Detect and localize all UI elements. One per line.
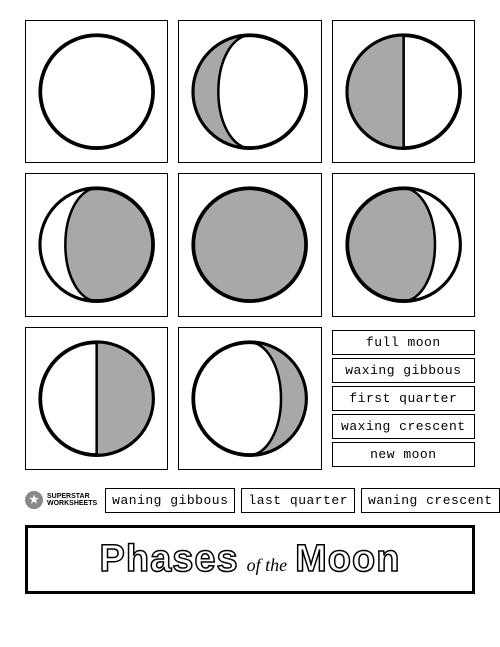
moon-card-new (178, 173, 321, 316)
label-waning-crescent: waning crescent (361, 488, 500, 513)
label-waxing-crescent: waxing crescent (332, 414, 475, 439)
last-quarter-icon (34, 336, 159, 461)
title-box: Phases of the Moon (25, 525, 475, 594)
star-icon: ★ (25, 491, 43, 509)
side-labels: full moon waxing gibbous first quarter w… (332, 327, 475, 470)
label-new-moon: new moon (332, 442, 475, 467)
label-waxing-gibbous: waxing gibbous (332, 358, 475, 383)
label-last-quarter: last quarter (241, 488, 355, 513)
waxing-crescent-icon (187, 336, 312, 461)
bottom-labels: waning gibbous last quarter waning cresc… (105, 488, 499, 513)
logo: ★ SUPERSTAR WORKSHEETS (25, 491, 97, 509)
moon-card-waxing-gibbous (178, 20, 321, 163)
moon-grid-row-1 (25, 20, 475, 163)
waning-crescent-icon (341, 182, 466, 307)
moon-card-first-quarter (332, 20, 475, 163)
logo-text: SUPERSTAR WORKSHEETS (47, 493, 97, 508)
label-waning-gibbous: waning gibbous (105, 488, 235, 513)
label-full-moon: full moon (332, 330, 475, 355)
moon-card-full (25, 20, 168, 163)
moon-grid-row-3: full moon waxing gibbous first quarter w… (25, 327, 475, 470)
full-moon-icon (34, 29, 159, 154)
new-moon-icon (187, 182, 312, 307)
title-word-moon: Moon (295, 538, 400, 581)
bottom-row: ★ SUPERSTAR WORKSHEETS waning gibbous la… (25, 488, 475, 513)
moon-card-last-quarter (25, 327, 168, 470)
moon-grid-row-2 (25, 173, 475, 316)
title-word-of-the: of the (247, 555, 288, 576)
moon-card-waning-gibbous (25, 173, 168, 316)
label-first-quarter: first quarter (332, 386, 475, 411)
moon-card-waning-crescent (332, 173, 475, 316)
waxing-gibbous-icon (187, 29, 312, 154)
first-quarter-icon (341, 29, 466, 154)
moon-card-waxing-crescent (178, 327, 321, 470)
title-word-phases: Phases (100, 538, 239, 581)
waning-gibbous-icon (34, 182, 159, 307)
